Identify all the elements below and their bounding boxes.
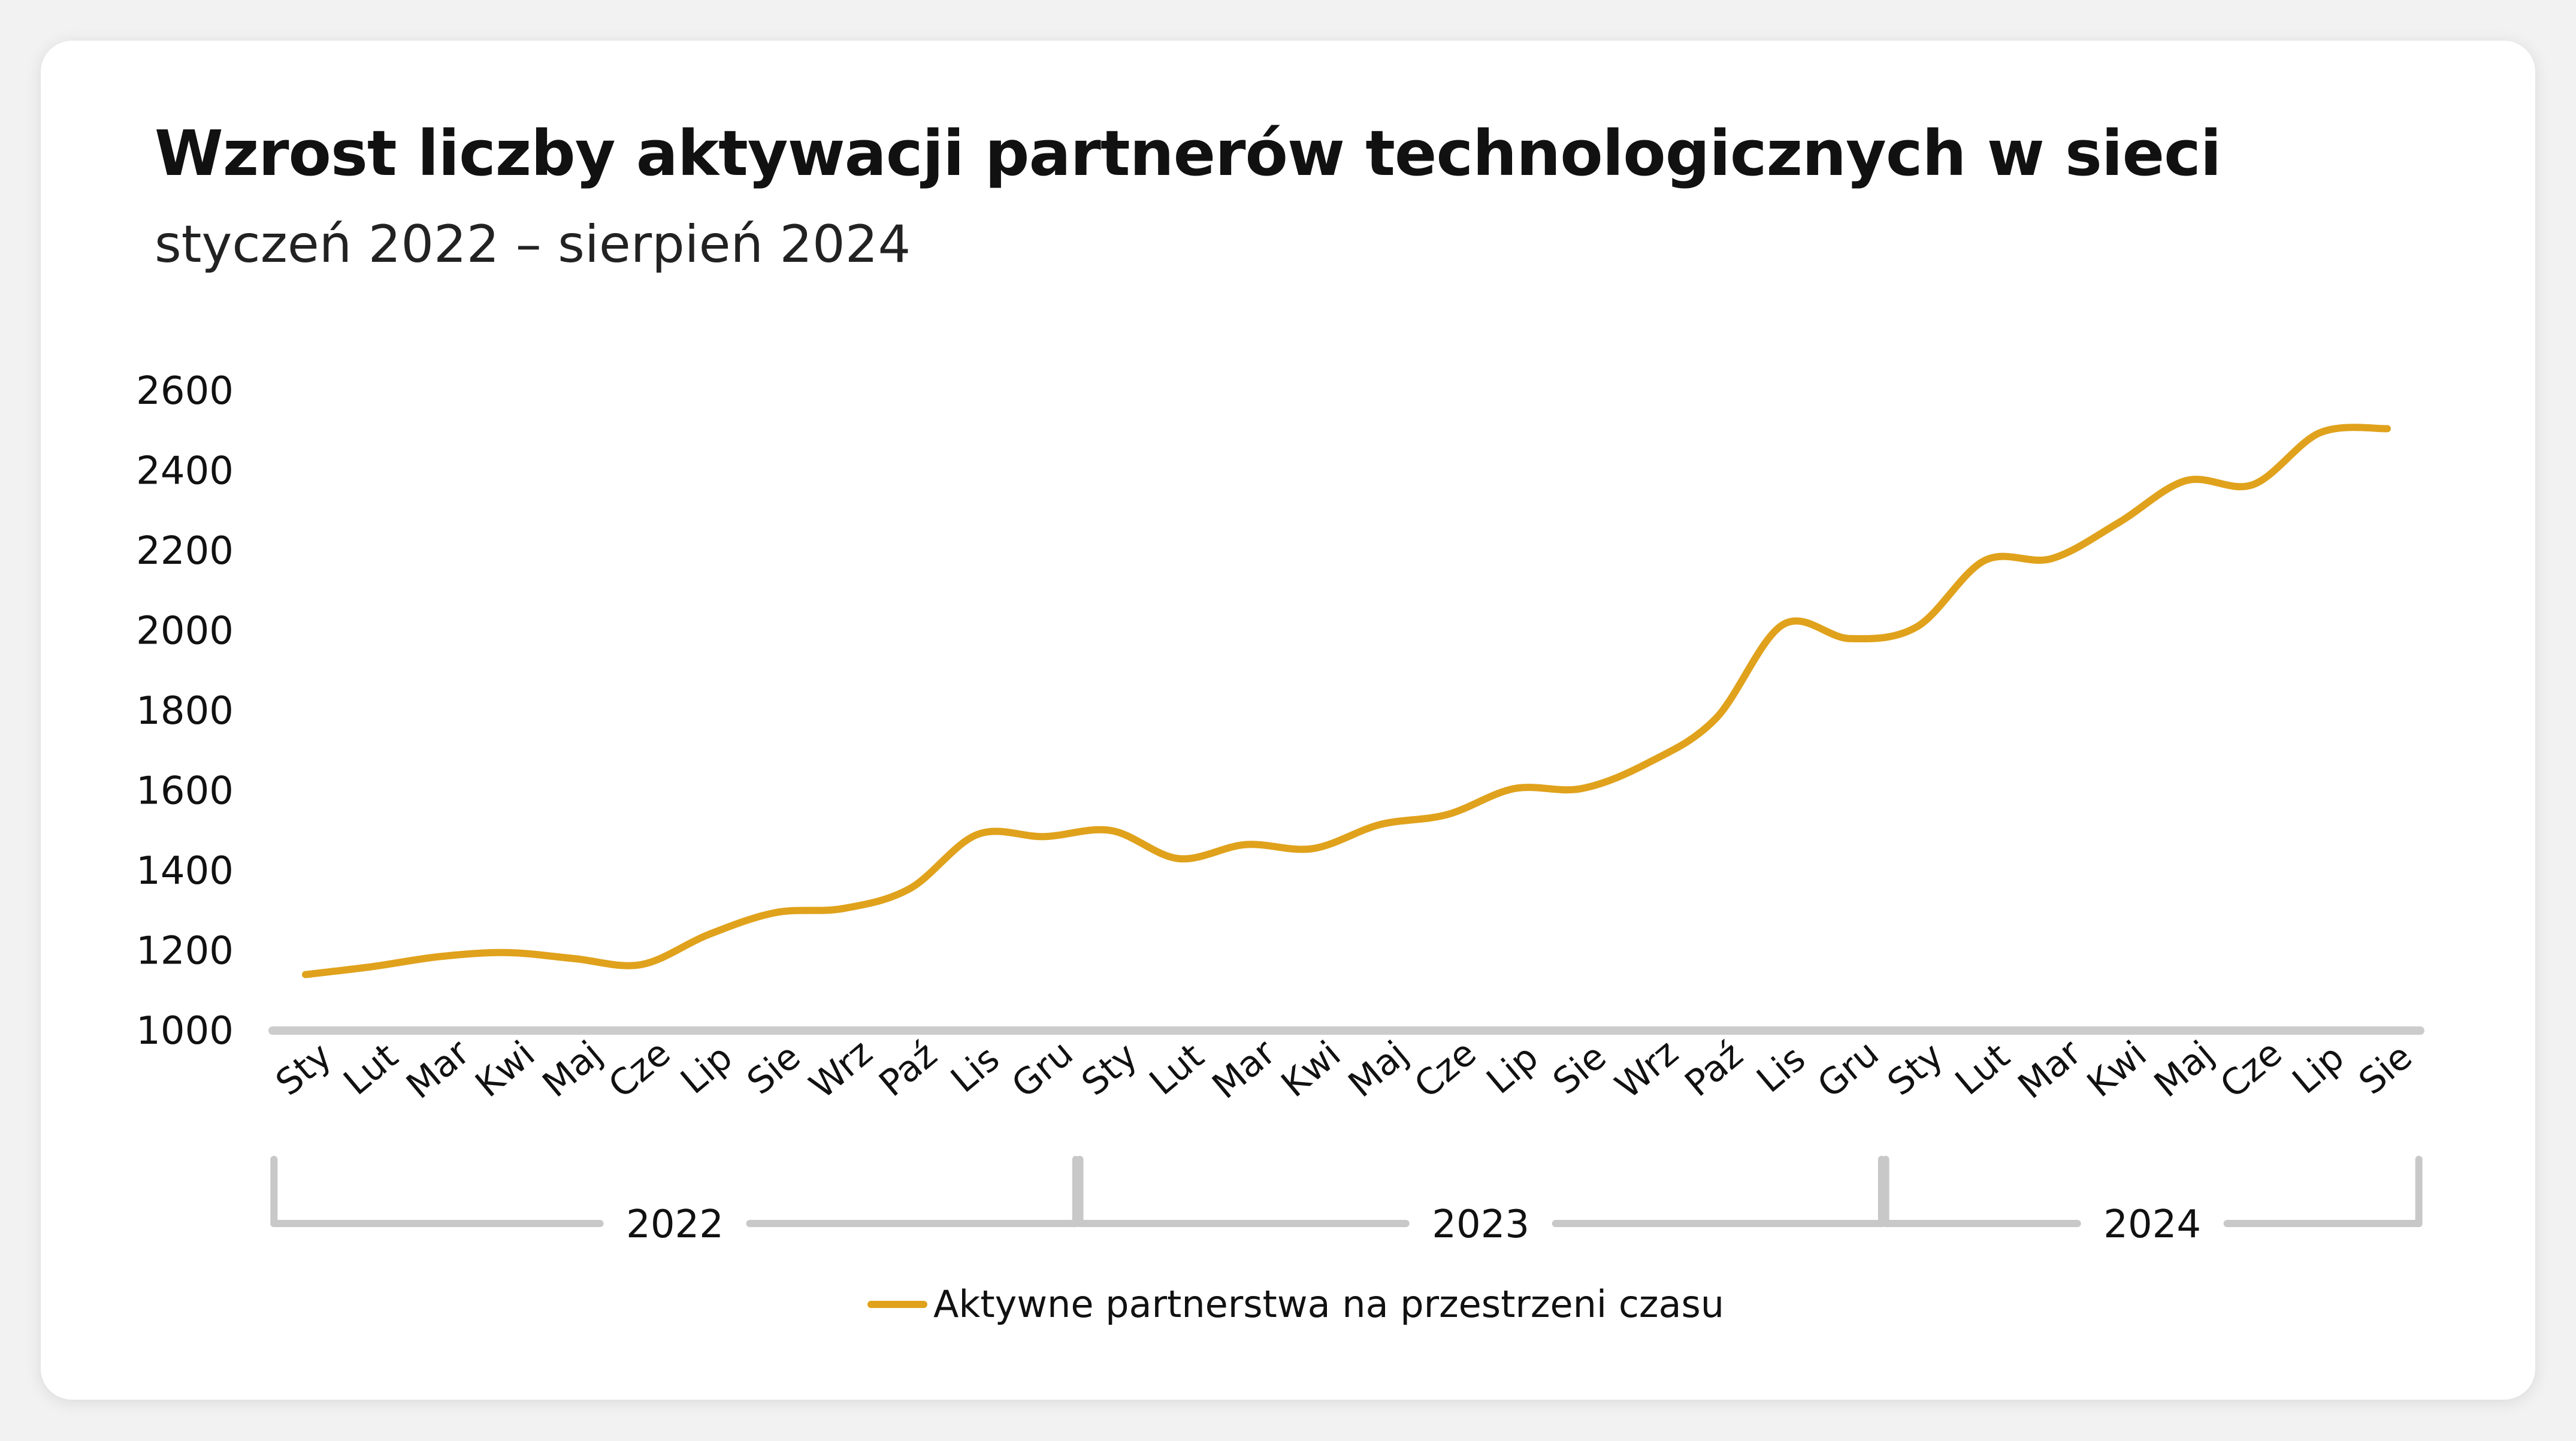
- x-tick-label: Maj: [1341, 1033, 1416, 1105]
- group-label: 2024: [2103, 1203, 2201, 1247]
- y-tick-label: 1800: [136, 689, 234, 733]
- chart-subtitle: styczeń 2022 – sierpień 2024: [155, 215, 911, 274]
- x-tick-label: Paź: [1677, 1034, 1751, 1105]
- x-tick-label: Sie: [739, 1035, 808, 1103]
- x-tick-label: Mar: [398, 1031, 477, 1107]
- y-tick-label: 1200: [136, 929, 234, 974]
- x-tick-label: Maj: [2146, 1033, 2222, 1105]
- x-tick-label: Lut: [336, 1035, 406, 1104]
- y-tick-label: 1000: [136, 1009, 234, 1053]
- y-tick-label: 1400: [136, 849, 234, 893]
- x-tick-label: Maj: [535, 1033, 610, 1105]
- group-label: 2023: [1432, 1203, 1529, 1247]
- x-tick-label: Kwi: [468, 1033, 543, 1105]
- x-tick-label: Cze: [1407, 1032, 1484, 1107]
- x-tick-label: Lut: [1948, 1035, 2018, 1104]
- x-tick-label: Kwi: [2079, 1033, 2155, 1105]
- x-tick-label: Cze: [601, 1032, 678, 1107]
- series-layer: [302, 424, 2391, 978]
- y-tick-label: 2400: [136, 449, 234, 494]
- x-tick-label: Mar: [2010, 1031, 2090, 1107]
- y-tick-label: 2200: [136, 529, 234, 573]
- x-tick-label: Mar: [1205, 1031, 1284, 1107]
- y-tick-label: 2600: [136, 369, 234, 413]
- y-tick-label: 2000: [136, 609, 234, 654]
- x-tick-label: Gru: [1004, 1032, 1081, 1107]
- x-tick-label: Sie: [1545, 1035, 1614, 1103]
- legend: Aktywne partnerstwa na przestrzeni czasu: [867, 1282, 1724, 1326]
- x-tick-label: Sty: [268, 1035, 339, 1104]
- x-tick-label: Lip: [2285, 1037, 2353, 1102]
- x-tick-label: Lis: [943, 1038, 1007, 1101]
- x-tick-label: Gru: [1810, 1032, 1887, 1107]
- x-tick-label: Lip: [673, 1037, 740, 1102]
- y-axis: 1000 1200 1400 1600 1800 2000 2200 2400 2600: [136, 369, 234, 1053]
- x-tick-label: Lip: [1479, 1037, 1547, 1102]
- x-tick-label: Paź: [872, 1034, 945, 1105]
- x-tick-label: Sty: [1074, 1035, 1145, 1104]
- legend-label: Aktywne partnerstwa na przestrzeni czasu: [933, 1282, 1725, 1326]
- series-line: [302, 424, 2391, 978]
- x-tick-label: Lis: [1749, 1038, 1813, 1101]
- legend-swatch: [867, 1300, 927, 1308]
- x-tick-label: Cze: [2212, 1032, 2290, 1107]
- x-tick-label: Sie: [2351, 1035, 2420, 1103]
- x-axis: StyLutMarKwiMajCzeLipSieWrzPaźLisGruStyL…: [268, 1026, 2424, 1107]
- chart-card: [41, 41, 2535, 1400]
- x-tick-label: Wrz: [1607, 1032, 1686, 1107]
- group-label: 2022: [626, 1203, 724, 1247]
- y-tick-label: 1600: [136, 769, 234, 814]
- x-tick-label: Sty: [1880, 1035, 1951, 1104]
- year-groups: 2022 2023 2024: [270, 1156, 2423, 1247]
- x-tick-label: Kwi: [1274, 1033, 1349, 1105]
- x-tick-label: Lut: [1142, 1035, 1212, 1104]
- x-tick-label: Wrz: [802, 1032, 880, 1107]
- chart-title: Wzrost liczby aktywacji partnerów techno…: [155, 117, 2221, 190]
